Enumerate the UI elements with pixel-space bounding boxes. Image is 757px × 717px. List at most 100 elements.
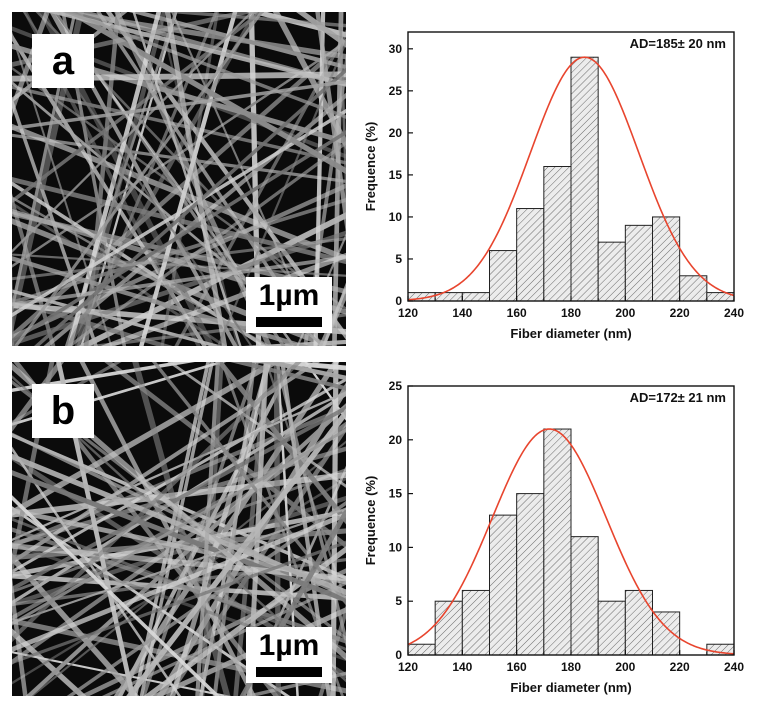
fiber-strand [174, 29, 346, 346]
y-tick-label: 5 [395, 594, 402, 608]
y-tick-label: 15 [389, 487, 403, 501]
panel-label-a: a [32, 34, 94, 88]
fiber-strand [139, 12, 238, 346]
fiber-strand [12, 512, 346, 653]
y-tick-label: 15 [389, 168, 403, 182]
histogram-bar [407, 643, 436, 656]
x-tick-label: 140 [452, 306, 472, 320]
histogram-bar [489, 514, 518, 656]
fiber-strand [12, 428, 346, 626]
x-tick-label: 240 [724, 660, 744, 674]
x-tick-label: 180 [561, 660, 581, 674]
fiber-strand [170, 362, 272, 696]
fiber-strand [12, 237, 346, 281]
fiber-strand [167, 362, 346, 488]
fiber-strand [12, 576, 28, 696]
fiber-strand [12, 391, 346, 542]
x-tick-label: 120 [398, 306, 418, 320]
y-tick-label: 5 [395, 252, 402, 266]
fiber-strand [165, 12, 228, 346]
histogram-bar [543, 166, 572, 302]
histogram-bar [570, 56, 599, 302]
y-axis-title: Frequence (%) [363, 122, 378, 212]
x-tick-label: 140 [452, 660, 472, 674]
fiber-strand [12, 433, 346, 580]
fiber-strand [13, 12, 264, 346]
gaussian-fit-curve [407, 56, 735, 301]
fiber-strand [12, 507, 346, 624]
x-tick-label: 220 [670, 306, 690, 320]
histogram-bar [543, 428, 572, 656]
histogram-bar [652, 611, 681, 656]
fiber-strand [34, 67, 346, 346]
x-tick-label: 160 [507, 660, 527, 674]
fiber-strand [12, 79, 346, 131]
histogram-bar [624, 224, 654, 302]
fiber-strand [12, 432, 346, 599]
histogram-bar [652, 216, 681, 302]
y-tick-label: 20 [389, 433, 403, 447]
sem-image-b: b 1µm [12, 362, 346, 696]
fiber-strand [132, 362, 231, 696]
x-tick-label: 180 [561, 306, 581, 320]
histogram-bar [597, 600, 626, 656]
fiber-strand [62, 12, 346, 119]
fiber-strand [338, 12, 346, 219]
fiber-strand [322, 282, 346, 346]
histogram-bar [679, 275, 708, 302]
fiber-strand [12, 12, 50, 118]
histogram-chart-b: 120 140 160 180 200 220 240 0 5 10 15 20 25 Fiber dia… [363, 379, 744, 695]
fiber-strand [12, 230, 346, 346]
fiber-strand [315, 12, 346, 235]
fiber-strand [12, 540, 346, 665]
x-tick-label: 120 [398, 660, 418, 674]
histogram-bar [516, 493, 545, 656]
y-tick-label: 10 [389, 540, 403, 554]
y-tick-label: 25 [389, 379, 403, 393]
fiber-strand [12, 470, 346, 603]
histogram-bar [434, 600, 463, 656]
fiber-network-a [12, 12, 346, 346]
fiber-strand [12, 12, 254, 254]
x-tick-label: 220 [670, 660, 690, 674]
fiber-strand [79, 362, 257, 696]
fiber-strand [12, 255, 346, 307]
panel-label-b-text: b [50, 388, 76, 433]
panel-label-a-text: a [51, 38, 75, 83]
fiber-strand [332, 12, 344, 346]
fiber-strand [12, 628, 87, 696]
y-tick-label: 30 [389, 42, 403, 56]
scale-bar-a: 1µm [246, 277, 332, 333]
y-tick-label: 0 [395, 648, 402, 662]
gaussian-fit-curve [407, 428, 735, 655]
x-tick-label: 200 [615, 660, 635, 674]
sem-image-a: a 1µm [12, 12, 346, 346]
average-diameter-annotation: AD=185± 20 nm [630, 36, 726, 51]
panel-label-b: b [32, 384, 94, 438]
scale-bar-a-label: 1µm [258, 279, 320, 312]
x-axis-title: Fiber diameter (nm) [510, 680, 631, 695]
histogram-bar [461, 292, 491, 302]
histogram-bar [624, 589, 654, 656]
fiber-strand [158, 12, 346, 28]
average-diameter-annotation: AD=172± 21 nm [630, 390, 726, 405]
y-tick-label: 0 [395, 294, 402, 308]
y-tick-label: 10 [389, 210, 403, 224]
fiber-strand [126, 408, 346, 696]
scale-bar-b-label: 1µm [258, 629, 320, 662]
x-tick-label: 160 [507, 306, 527, 320]
fiber-strand [12, 362, 302, 643]
x-tick-label: 200 [615, 306, 635, 320]
fiber-strand [257, 362, 346, 381]
y-axis-title: Frequence (%) [363, 476, 378, 566]
scale-bar-b: 1µm [246, 627, 332, 683]
x-tick-label: 240 [724, 306, 744, 320]
histogram-chart-a: 120 140 160 180 200 220 240 0 5 10 15 20 25 30 Fiber d… [363, 31, 744, 341]
x-axis-title: Fiber diameter (nm) [510, 326, 631, 341]
histogram-bar [516, 208, 545, 302]
fiber-strand [12, 133, 346, 184]
y-tick-label: 25 [389, 84, 403, 98]
y-tick-label: 20 [389, 126, 403, 140]
fiber-strand [12, 495, 220, 696]
histogram-bar [570, 536, 599, 656]
